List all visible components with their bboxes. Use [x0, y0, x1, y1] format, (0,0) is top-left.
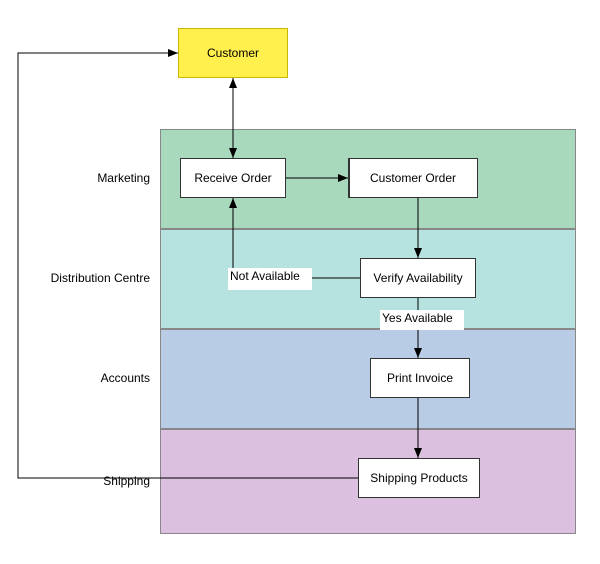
- node-shipping_prod: Shipping Products: [358, 458, 480, 498]
- node-label-shipping_prod: Shipping Products: [370, 471, 467, 485]
- node-label-customer: Customer: [207, 46, 259, 60]
- edge-ship_to_cust: [18, 53, 358, 478]
- node-customer: Customer: [178, 28, 288, 78]
- node-verify: Verify Availability: [360, 258, 476, 298]
- node-label-receive_order: Receive Order: [194, 171, 271, 185]
- node-print_invoice: Print Invoice: [370, 358, 470, 398]
- edge-label-not_available: Not Available: [228, 268, 312, 290]
- node-label-customer_order: Customer Order: [370, 171, 456, 185]
- node-customer_order: Customer Order: [348, 158, 478, 198]
- flowchart-canvas: MarketingDistribution CentreAccountsShip…: [0, 0, 600, 564]
- node-receive_order: Receive Order: [180, 158, 286, 198]
- edge-label-yes_available: Yes Available: [380, 310, 464, 330]
- node-label-verify: Verify Availability: [373, 271, 462, 285]
- node-label-print_invoice: Print Invoice: [387, 371, 453, 385]
